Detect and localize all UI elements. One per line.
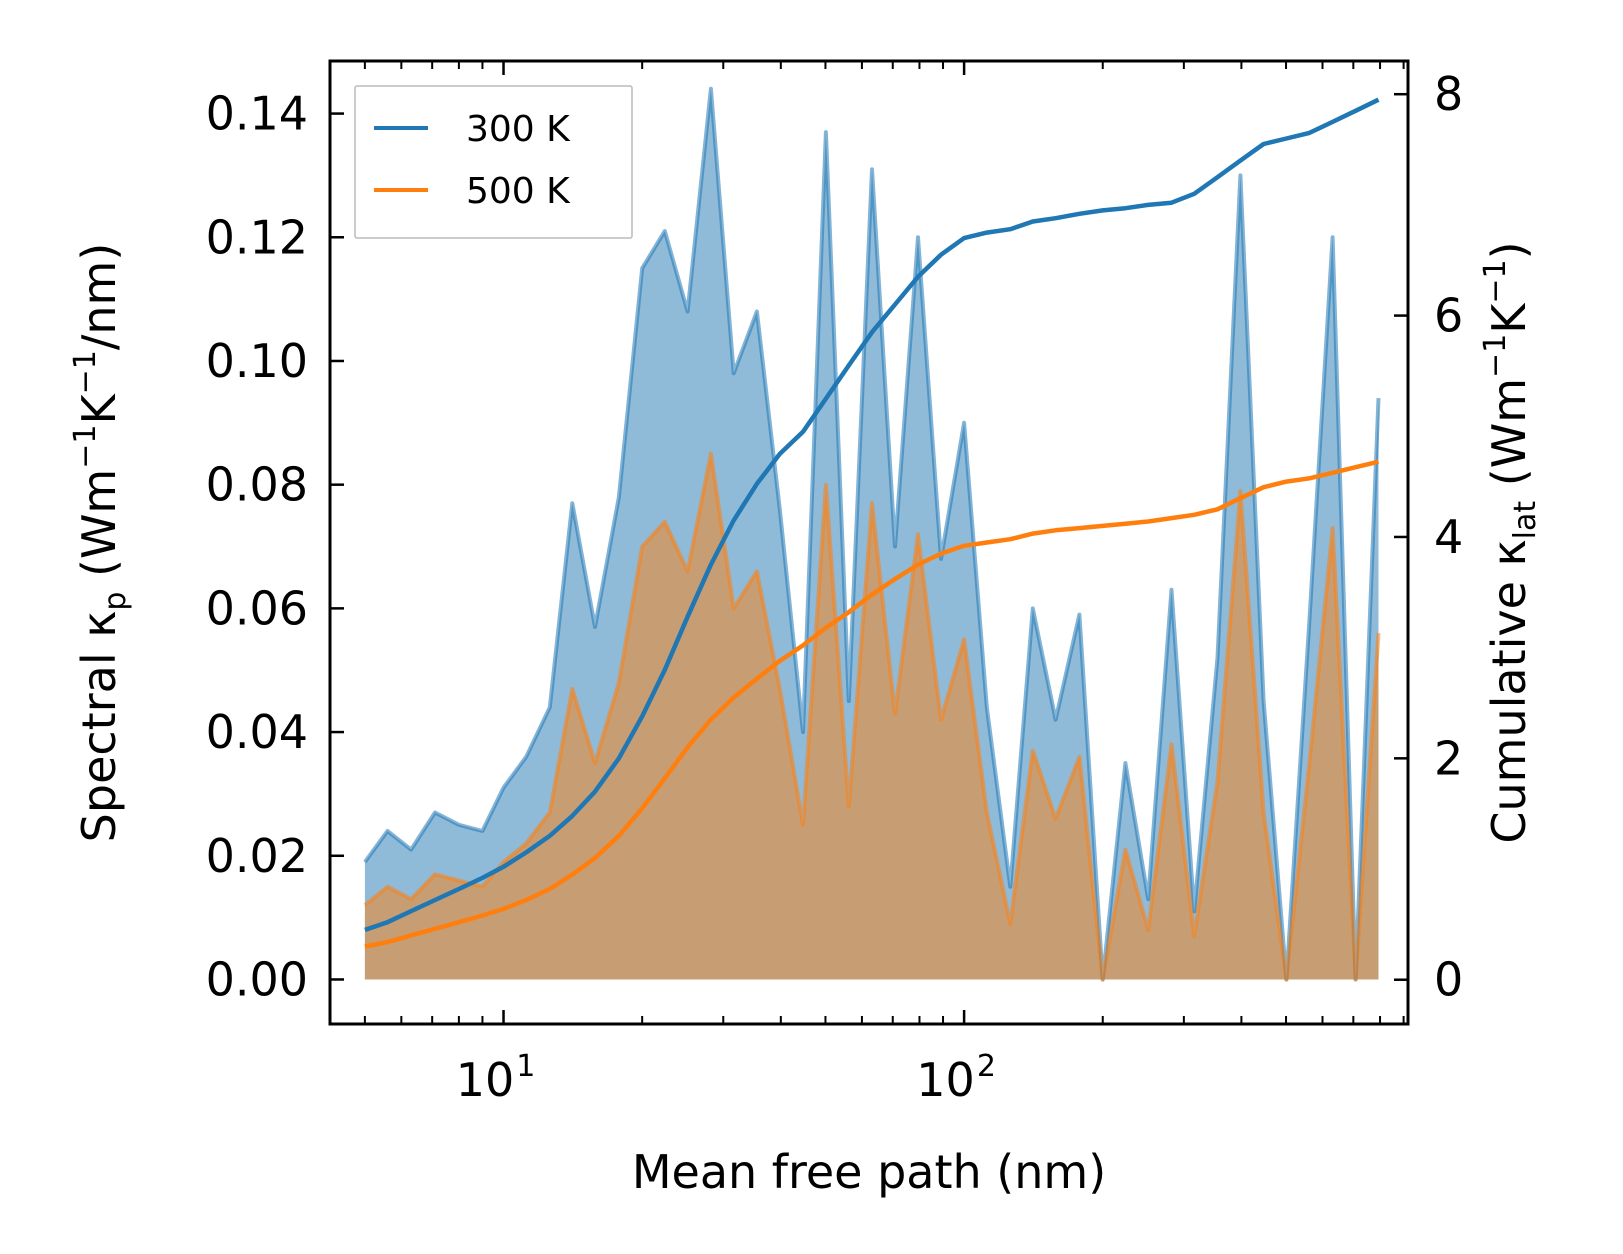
left-y-tick-label: 0.10 [206,334,308,388]
right-y-tick-label: 6 [1434,289,1463,343]
left-y-tick-label: 0.00 [206,952,308,1006]
right-y-tick-label: 0 [1434,953,1463,1007]
right-y-tick-label: 8 [1434,67,1463,121]
right-y-tick-label: 2 [1434,731,1463,785]
x-axis-title: Mean free path (nm) [632,1145,1106,1199]
left-y-tick-label: 0.12 [206,210,308,264]
legend-box [354,85,633,239]
right-y-tick-label: 4 [1434,510,1463,564]
left-y-tick-label: 0.06 [206,581,308,635]
left-y-tick-label: 0.14 [206,87,308,141]
x-tick-label: 102 [916,1049,996,1107]
axis-labels: 101 102 0.00 0.02 0.04 0.06 0.08 0.10 0.12 0.14 0 2… [68,67,1543,1199]
spectral-line-500k [363,451,1381,982]
spectral-line-300k [363,86,1381,982]
left-y-axis-title: Spectral κp (Wm−1K−1/nm) [68,243,133,843]
legend-label-300k: 300 K [466,109,571,150]
left-y-tick-label: 0.04 [206,705,308,759]
spectral-fill-500k [364,453,1379,980]
cumulative-line-300k [364,97,1380,933]
cumulative-line-500k [364,459,1380,949]
plot-frame [328,59,1410,1026]
left-y-tick-label: 0.08 [206,458,308,512]
x-tick-label: 101 [456,1049,536,1107]
spectral-lines [363,86,1381,982]
legend-label-500k: 500 K [466,171,571,212]
cumulative-lines [364,97,1380,949]
right-y-axis-title: Cumulative κlat (Wm−1K−1) [1478,241,1543,843]
legend: 300 K 500 K [354,85,633,239]
left-y-tick-label: 0.02 [206,829,308,883]
